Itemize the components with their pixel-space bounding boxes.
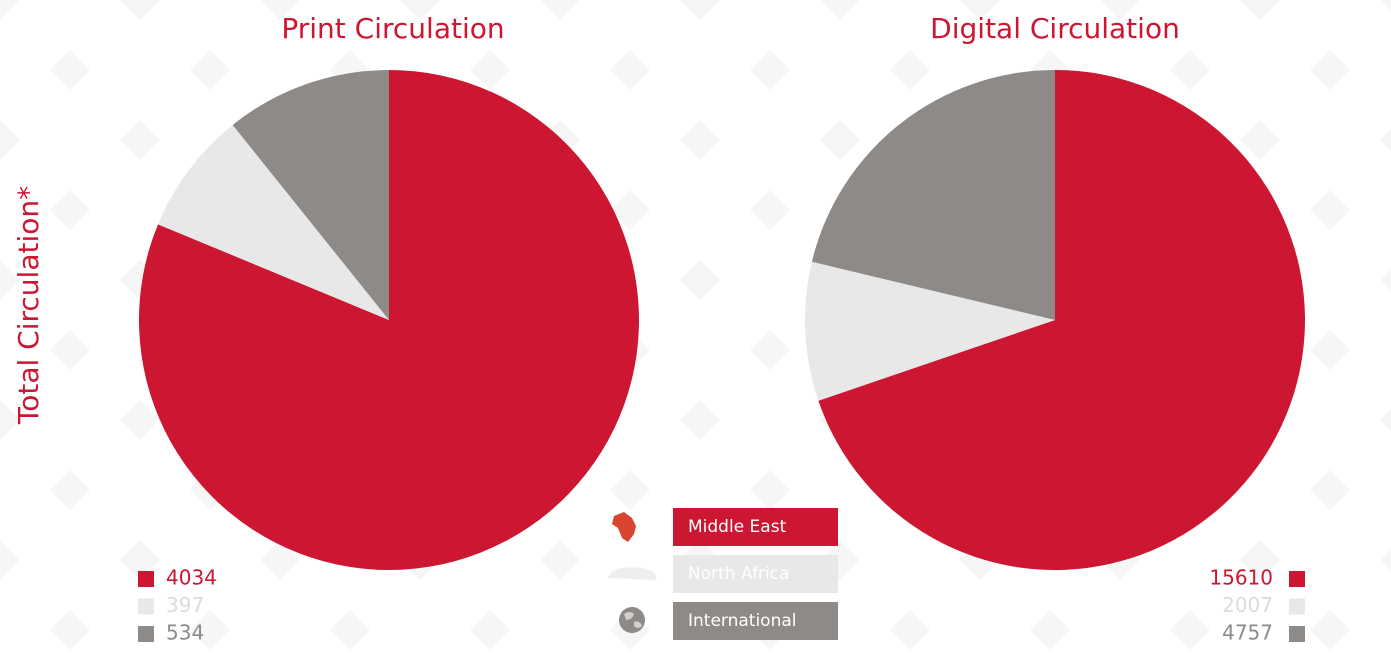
pie-slice	[232, 70, 389, 320]
value-label: 4757	[1222, 621, 1273, 645]
icon-globe-land	[624, 612, 642, 628]
value-label: 15610	[1209, 566, 1273, 590]
legend-label: International	[688, 611, 797, 631]
value-swatch	[138, 626, 154, 642]
value-swatch	[138, 571, 154, 587]
legend-label: Middle East	[688, 517, 787, 537]
chart-title: Digital Circulation	[930, 12, 1180, 45]
pie-slice	[811, 70, 1055, 320]
value-swatch	[1289, 598, 1305, 615]
legend-swatch	[673, 555, 838, 593]
pie-slice	[158, 124, 389, 320]
legend-swatch	[673, 602, 838, 640]
pie-slice	[805, 261, 1055, 401]
value-swatch	[1289, 571, 1305, 587]
axis-label: Total Circulation*	[12, 186, 45, 425]
value-label: 4034	[166, 566, 217, 590]
chart-title: Print Circulation	[281, 12, 504, 45]
value-label: 2007	[1222, 593, 1273, 617]
value-swatch	[1289, 626, 1305, 642]
legend-swatch	[673, 508, 838, 546]
icon-middle-east	[612, 512, 636, 542]
legend-label: North Africa	[688, 564, 789, 584]
value-swatch	[138, 598, 154, 615]
icon-north-africa	[608, 567, 657, 580]
pie-slice	[818, 70, 1305, 571]
value-label: 397	[166, 593, 204, 617]
value-label: 534	[166, 621, 204, 645]
icon-globe	[619, 607, 645, 633]
